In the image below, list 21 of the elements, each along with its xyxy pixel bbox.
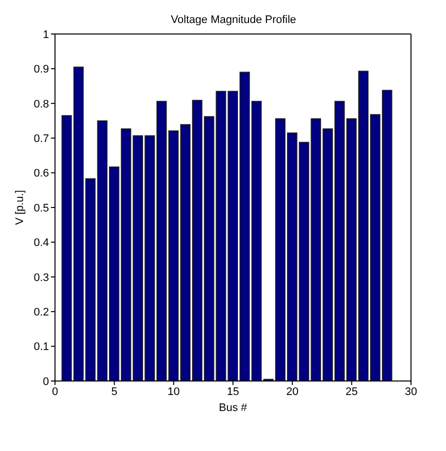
x-tick-label: 0 (52, 386, 58, 398)
x-tick-label: 5 (111, 386, 118, 398)
x-axis-title: Bus # (218, 402, 248, 414)
y-tick-label: 0.4 (34, 237, 49, 250)
y-axis-title: V [p.u.] (14, 190, 26, 225)
y-tick-label: 0.6 (34, 168, 49, 180)
y-tick-label: 0.2 (34, 306, 49, 319)
y-tick-label: 0 (42, 376, 49, 388)
y-tick-label: 1 (42, 28, 49, 41)
y-tick-label: 0.8 (34, 98, 49, 110)
x-tick-label: 25 (346, 386, 358, 398)
x-tick-label: 20 (286, 386, 298, 398)
x-tick-label: 15 (226, 386, 240, 398)
y-tick-label: 0.1 (34, 341, 49, 354)
x-tick-label: 30 (404, 386, 418, 398)
y-tick-label: 0.9 (34, 64, 49, 76)
y-tick-label: 0.7 (34, 133, 49, 146)
x-tick-label: 10 (168, 386, 180, 398)
chart-title: Voltage Magnitude Profile (170, 14, 298, 26)
y-tick-label: 0.5 (34, 202, 49, 214)
y-tick-label: 0.3 (34, 272, 49, 284)
